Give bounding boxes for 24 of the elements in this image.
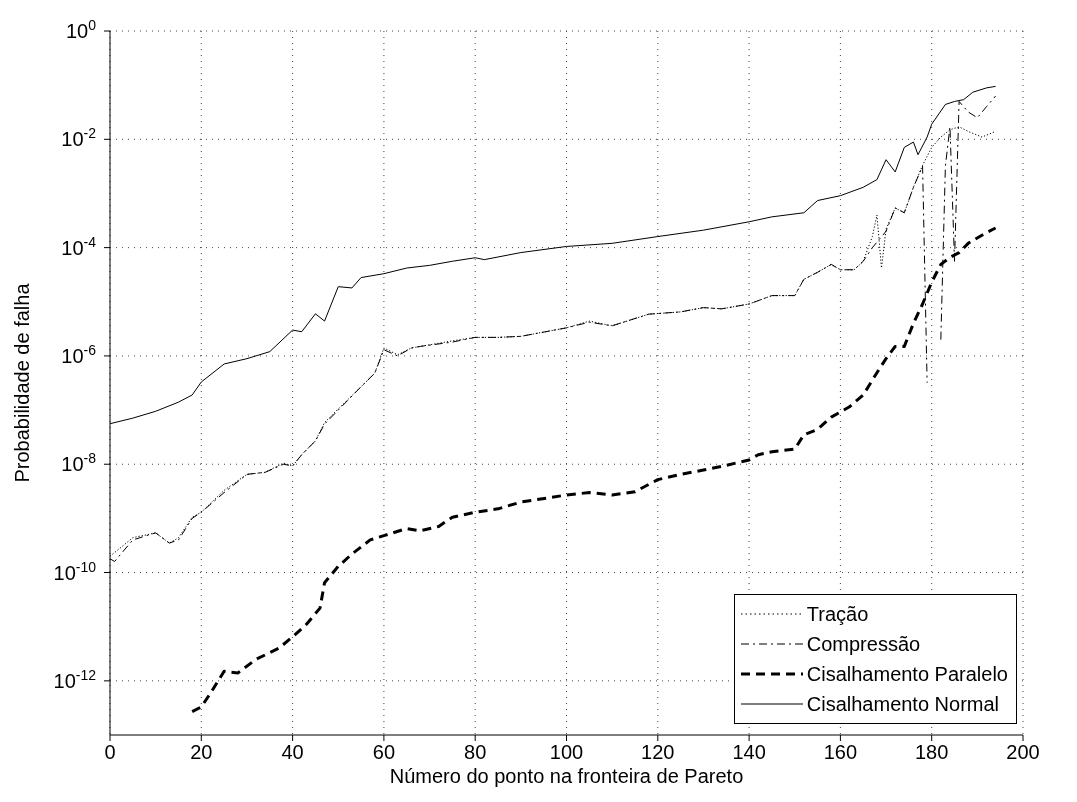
y-tick-label: 10$^{-12}$ (53, 666, 97, 692)
legend-label: Tração (806, 602, 869, 626)
y-tick-label: 10$^{-2}$ (61, 125, 97, 151)
x-tick-label: 140 (732, 741, 766, 763)
x-tick-label: 120 (641, 741, 675, 763)
x-tick-label: 0 (104, 741, 116, 763)
x-axis-title: Número do ponto na fronteira de Pareto (388, 764, 745, 788)
x-tick-label: 160 (823, 741, 858, 763)
legend-label: Compressão (806, 632, 921, 656)
x-tick-label: 180 (915, 741, 949, 763)
y-tick-label: 10$^{0}$ (65, 17, 97, 42)
x-tick-label: 60 (372, 741, 396, 763)
y-tick-label: 10$^{-6}$ (61, 341, 97, 367)
y-tick-label: 10$^{-10}$ (53, 558, 97, 584)
legend-label: Cisalhamento Normal (806, 692, 1000, 716)
y-axis-title: Probabilidade de falha (10, 282, 34, 485)
x-tick-label: 100 (549, 741, 584, 763)
y-tick-label: 10$^{-4}$ (61, 233, 97, 259)
legend-label: Cisalhamento Paralelo (806, 662, 1008, 686)
y-tick-label: 10$^{-8}$ (61, 450, 97, 476)
x-tick-label: 80 (464, 741, 487, 763)
x-tick-label: 20 (190, 741, 213, 763)
x-tick-label: 40 (281, 741, 304, 763)
x-tick-label: 200 (1006, 741, 1040, 763)
